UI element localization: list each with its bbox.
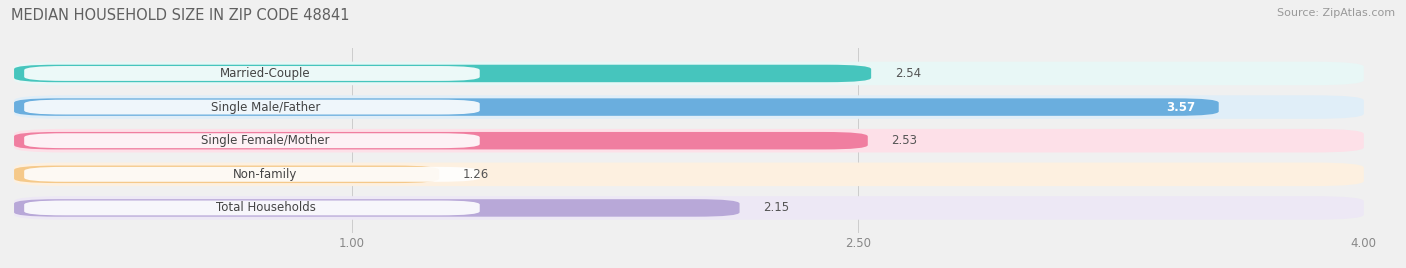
FancyBboxPatch shape	[14, 166, 439, 183]
FancyBboxPatch shape	[14, 132, 868, 150]
FancyBboxPatch shape	[24, 66, 479, 81]
Text: Non-family: Non-family	[233, 168, 298, 181]
FancyBboxPatch shape	[24, 133, 479, 148]
Text: Total Households: Total Households	[215, 202, 315, 214]
FancyBboxPatch shape	[14, 95, 1364, 119]
FancyBboxPatch shape	[24, 200, 479, 215]
Text: 3.57: 3.57	[1166, 100, 1195, 114]
FancyBboxPatch shape	[14, 65, 872, 82]
FancyBboxPatch shape	[14, 196, 1364, 220]
FancyBboxPatch shape	[14, 98, 1219, 116]
Text: Single Female/Mother: Single Female/Mother	[201, 134, 329, 147]
Text: Married-Couple: Married-Couple	[221, 67, 311, 80]
Text: 2.15: 2.15	[763, 202, 789, 214]
Text: Source: ZipAtlas.com: Source: ZipAtlas.com	[1277, 8, 1395, 18]
FancyBboxPatch shape	[14, 129, 1364, 152]
Text: Single Male/Father: Single Male/Father	[211, 100, 321, 114]
FancyBboxPatch shape	[24, 167, 479, 182]
FancyBboxPatch shape	[24, 100, 479, 114]
FancyBboxPatch shape	[14, 199, 740, 217]
FancyBboxPatch shape	[14, 163, 1364, 186]
Text: 2.54: 2.54	[894, 67, 921, 80]
FancyBboxPatch shape	[14, 62, 1364, 85]
Text: 1.26: 1.26	[463, 168, 489, 181]
Text: 2.53: 2.53	[891, 134, 917, 147]
Text: MEDIAN HOUSEHOLD SIZE IN ZIP CODE 48841: MEDIAN HOUSEHOLD SIZE IN ZIP CODE 48841	[11, 8, 350, 23]
